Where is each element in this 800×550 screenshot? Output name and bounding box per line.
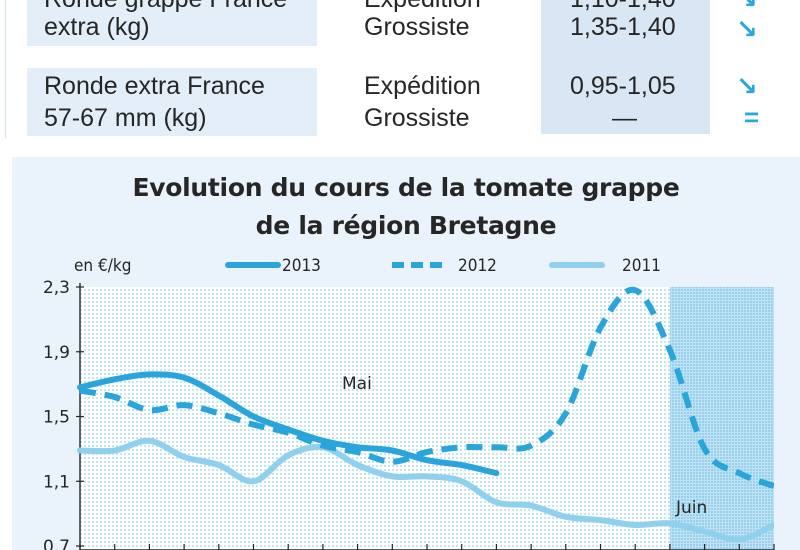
series-line-2012 bbox=[79, 286, 774, 489]
table-row: Ronde extra France 57-67 mm (kg) Expédit… bbox=[0, 68, 800, 138]
annotation-juin: Juin bbox=[675, 498, 707, 518]
price-column bbox=[541, 0, 710, 134]
series-line-2011 bbox=[77, 437, 774, 543]
price-value: 0,95-1,05 bbox=[570, 72, 676, 100]
market-stage-line2: Grossiste bbox=[364, 104, 470, 132]
legend-label-2012: 2012 bbox=[458, 256, 497, 276]
series-line-2013 bbox=[77, 371, 500, 477]
y-axis-label: en €/kg bbox=[74, 256, 131, 276]
product-name-line2: extra (kg) bbox=[44, 13, 150, 41]
product-name-line2: 57-67 mm (kg) bbox=[44, 104, 207, 132]
price-value: 1,10-1,40 bbox=[570, 0, 676, 14]
y-tick-label: 1,5 bbox=[43, 408, 70, 428]
price-table: Ronde grappe France extra (kg) Expéditio… bbox=[0, 0, 800, 142]
legend-label-2013: 2013 bbox=[282, 256, 321, 276]
y-tick-label: 1,1 bbox=[43, 472, 70, 492]
market-stage-line2: Grossiste bbox=[364, 13, 470, 41]
june-region bbox=[669, 287, 774, 550]
chart-panel: Evolution du cours de la tomate grappe d… bbox=[12, 157, 800, 550]
y-tick-label: 1,9 bbox=[43, 343, 70, 363]
table-row: Ronde grappe France extra (kg) Expéditio… bbox=[0, 0, 800, 50]
chart-title: Evolution du cours de la tomate grappe bbox=[132, 173, 680, 202]
price-value: — bbox=[612, 104, 637, 132]
trend-down-icon: ↘ bbox=[736, 14, 758, 44]
chart-subtitle: de la région Bretagne bbox=[255, 211, 557, 240]
y-tick-label: 0,7 bbox=[43, 537, 70, 550]
trend-stable-icon: = bbox=[744, 102, 760, 132]
table-left-border bbox=[5, 0, 6, 138]
product-name-line1: Ronde grappe France bbox=[44, 0, 287, 14]
trend-down-icon: ↘ bbox=[736, 0, 758, 15]
market-stage-line1: Expédition bbox=[364, 72, 481, 100]
annotation-mai: Mai bbox=[342, 374, 372, 394]
trend-down-icon: ↘ bbox=[736, 71, 758, 101]
product-name-line1: Ronde extra France bbox=[44, 72, 265, 100]
legend-label-2011: 2011 bbox=[622, 256, 661, 276]
market-stage-line1: Expédition bbox=[364, 0, 481, 14]
line-chart: 0,7 1,1 1,5 1,9 2,3 en €/kg 2013 2012 2011 Mai J… bbox=[43, 256, 775, 550]
price-value: 1,35-1,40 bbox=[570, 13, 676, 41]
y-tick-label: 2,3 bbox=[43, 278, 70, 298]
